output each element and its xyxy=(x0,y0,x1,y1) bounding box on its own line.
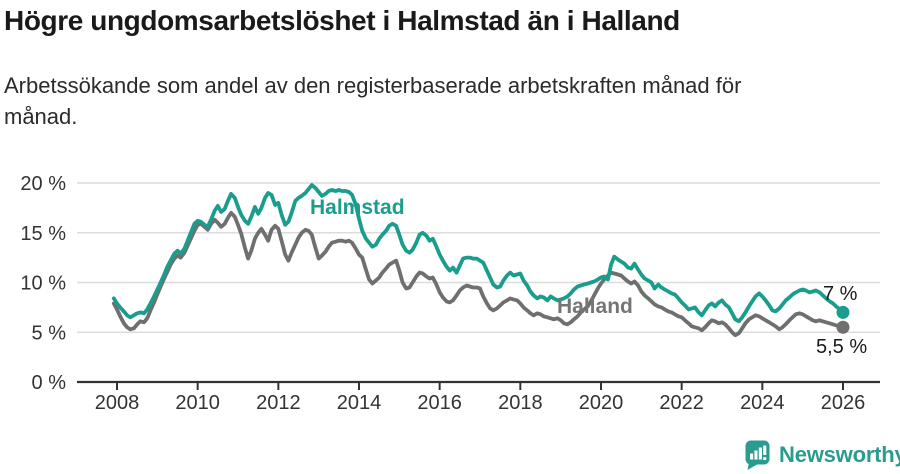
halmstad-end-value-label: 7 % xyxy=(823,283,858,305)
x-tick-label-2016: 2016 xyxy=(417,392,462,414)
halmstad-line xyxy=(111,183,845,324)
x-tick-label-2026: 2026 xyxy=(821,392,866,414)
chart-subtitle: Arbetssökande som andel av den registerb… xyxy=(4,70,884,132)
x-tick-label-2008: 2008 xyxy=(95,392,140,414)
x-tick-label-2018: 2018 xyxy=(498,392,543,414)
x-tick-label-2014: 2014 xyxy=(337,392,382,414)
page-title: Högre ungdomsarbetslöshet i Halmstad än … xyxy=(4,5,680,36)
series-layer xyxy=(111,183,850,338)
x-tick-label-2024: 2024 xyxy=(740,392,785,414)
newsworthy-speech-bubble-bar-chart-icon xyxy=(745,440,770,470)
y-tick-label-15: 15 % xyxy=(20,223,66,245)
subtitle-line-1: Arbetssökande som andel av den registerb… xyxy=(4,73,742,98)
gridlines-layer xyxy=(77,182,880,334)
x-tick-label-2010: 2010 xyxy=(175,392,220,414)
subtitle-line-2: månad. xyxy=(4,104,78,129)
halmstad-series-label: Halmstad xyxy=(310,196,405,219)
labels-layer: Halmstad 7 % Halland 5,5 % xyxy=(310,196,867,358)
y-tick-label-10: 10 % xyxy=(20,273,66,295)
x-tick-label-2022: 2022 xyxy=(659,392,704,414)
halland-end-dot xyxy=(836,320,850,334)
x-tick-label-2012: 2012 xyxy=(256,392,301,414)
halland-series-label: Halland xyxy=(557,295,633,318)
x-tick-label-2020: 2020 xyxy=(579,392,624,414)
y-tick-label-0: 0 % xyxy=(32,372,67,394)
halland-line xyxy=(111,210,845,338)
brand-name: Newsworthy xyxy=(779,442,900,467)
halland-end-value-label: 5,5 % xyxy=(816,336,867,358)
y-tick-label-20: 20 % xyxy=(20,173,66,195)
newsworthy-logo: Newsworthy xyxy=(744,439,900,471)
y-tick-label-5: 5 % xyxy=(32,322,67,344)
axis-layer: 0 % 5 % 10 % 15 % 20 % 2008 2010 2012 2014 2016 20… xyxy=(20,173,880,414)
halmstad-end-dot xyxy=(836,305,850,319)
